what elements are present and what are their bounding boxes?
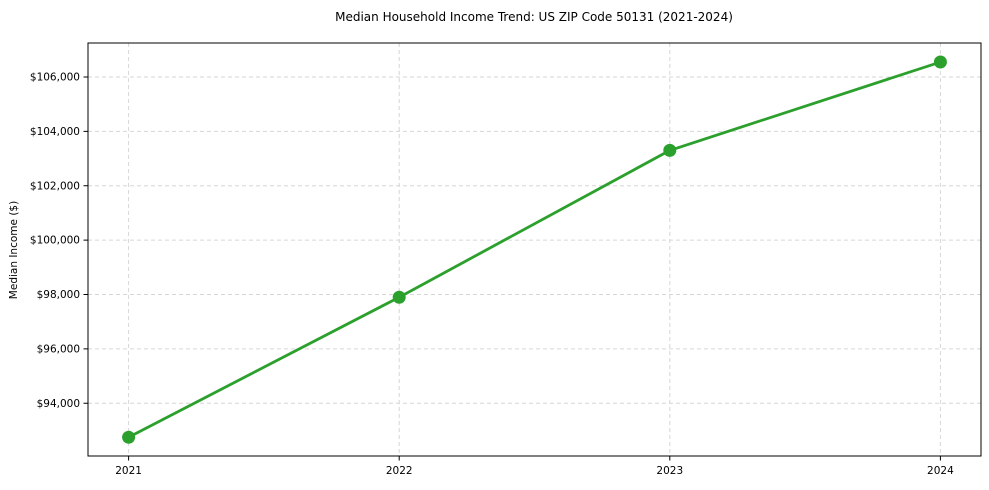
series-layer (122, 55, 947, 444)
data-point (122, 430, 136, 444)
trend-line (127, 60, 942, 439)
plot-border (87, 42, 982, 457)
y-tick-label: $98,000 (37, 289, 80, 301)
data-point (663, 143, 677, 157)
y-tick-label: $100,000 (30, 235, 80, 247)
x-tick-label: 2021 (115, 465, 142, 477)
gridlines-layer (88, 43, 981, 456)
y-tick-label: $102,000 (30, 180, 80, 192)
axes-layer: $94,000 $96,000 $98,000 $100,000 $102,000 $10… (30, 42, 982, 477)
y-tick-label: $94,000 (37, 398, 80, 410)
chart-title: Median Household Income Trend: US ZIP Co… (335, 10, 733, 24)
x-tick-label: 2024 (927, 465, 954, 477)
y-tick-label: $96,000 (37, 343, 80, 355)
y-tick-label: $104,000 (30, 126, 80, 138)
x-tick-label: 2022 (386, 465, 413, 477)
data-point (933, 55, 947, 69)
y-axis-label: Median Income ($) (8, 201, 20, 299)
data-point (392, 290, 406, 304)
y-tick-label: $106,000 (30, 72, 80, 84)
x-tick-label: 2023 (656, 465, 683, 477)
